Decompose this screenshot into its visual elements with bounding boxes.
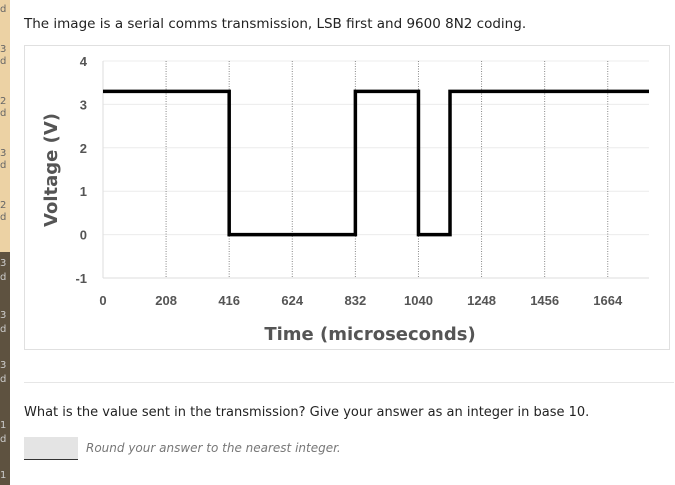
sidebar-fragment: 3 <box>0 310 7 321</box>
sidebar-fragment: d <box>0 108 7 119</box>
sidebar-fragment: 2 <box>0 96 7 107</box>
sidebar-fragment: d <box>0 4 7 15</box>
answer-input[interactable] <box>24 437 78 460</box>
y-tick-label: -1 <box>75 271 87 286</box>
sidebar-fragment: 3 <box>0 360 7 371</box>
question-text: What is the value sent in the transmissi… <box>24 405 590 420</box>
y-tick-label: 0 <box>80 228 87 243</box>
x-tick-label: 832 <box>345 293 367 308</box>
x-tick-label: 208 <box>155 293 177 308</box>
sidebar-fragment: 2 <box>0 200 7 211</box>
sidebar-fragment: d <box>0 160 7 171</box>
x-tick-label: 1040 <box>404 293 433 308</box>
sidebar-fragment: d <box>0 272 7 283</box>
sidebar-fragment: d <box>0 434 7 445</box>
chart-svg: 4 3 2 1 0 -1 0 208 416 624 832 1040 1248 1456 1664 Time… <box>41 54 649 345</box>
sidebar-strip <box>0 0 10 485</box>
sidebar-fragment: 1 <box>0 420 7 431</box>
x-tick-label: 1664 <box>593 293 623 308</box>
sidebar-fragment: 3 <box>0 44 7 55</box>
sidebar-fragment: d <box>0 56 7 67</box>
x-tick-label: 624 <box>281 293 303 308</box>
intro-text: The image is a serial comms transmission… <box>24 16 527 32</box>
sidebar-fragment: d <box>0 374 7 385</box>
y-tick-label: 3 <box>80 97 87 112</box>
x-tick-label: 1456 <box>530 293 559 308</box>
y-axis-title: Voltage (V) <box>41 113 62 227</box>
sidebar-fragment: 1 <box>0 470 7 481</box>
x-tick-label: 416 <box>218 293 240 308</box>
y-tick-label: 1 <box>80 184 87 199</box>
answer-hint: Round your answer to the nearest integer… <box>86 441 341 455</box>
chart: 4 3 2 1 0 -1 0 208 416 624 832 1040 1248 1456 1664 Time… <box>24 45 670 350</box>
signal-line <box>103 89 649 237</box>
x-axis-title: Time (microseconds) <box>264 324 475 345</box>
x-tick-label: 0 <box>99 293 106 308</box>
y-tick-label: 2 <box>80 141 87 156</box>
sidebar-fragment: d <box>0 324 7 335</box>
sidebar-fragment: d <box>0 212 7 223</box>
sidebar-fragment: 3 <box>0 258 7 269</box>
y-tick-label: 4 <box>80 54 88 69</box>
sidebar-dark-section <box>0 252 10 485</box>
sidebar-fragment: 3 <box>0 148 7 159</box>
divider <box>24 382 674 383</box>
x-tick-label: 1248 <box>467 293 496 308</box>
